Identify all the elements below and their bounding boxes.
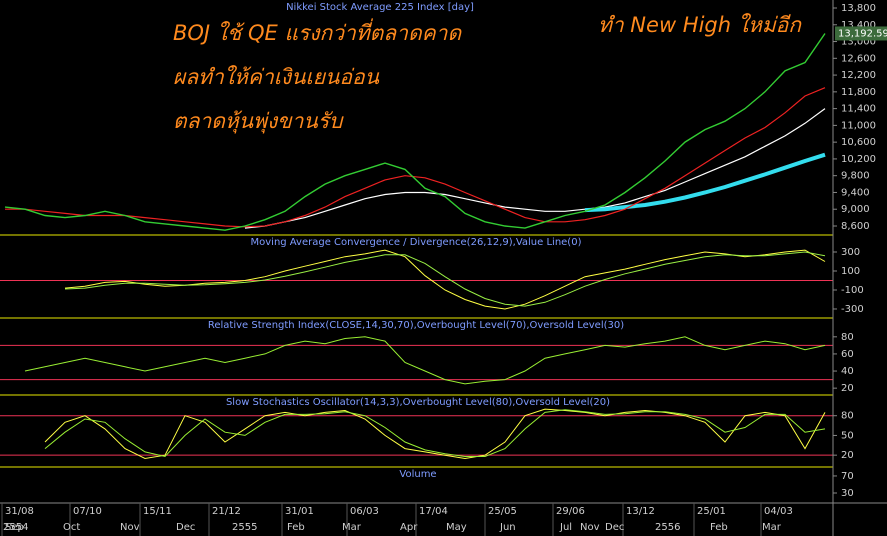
x-date-label: 15/11 <box>143 506 172 517</box>
annotation: ตลาดหุ้นพุ่งขานรับ <box>173 109 344 134</box>
x-date-label: 31/01 <box>285 506 314 517</box>
y-tick-label: 11,000 <box>841 120 876 131</box>
x-month-label: Jun <box>499 522 516 533</box>
x-month-label: Oct <box>63 522 80 533</box>
panel-title: Slow Stochastics Oscillator(14,3,3),Over… <box>226 397 610 408</box>
y-tick-label: -100 <box>841 285 864 296</box>
panel-title: Volume <box>399 469 436 480</box>
x-month-label: 2554 <box>3 522 28 533</box>
annotation: BOJ ใช้ QE แรงกว่าที่ตลาดคาด <box>173 18 462 45</box>
x-month-label: Sep <box>5 522 24 533</box>
y-tick-label: 20 <box>841 383 854 394</box>
y-tick-label: -300 <box>841 304 864 315</box>
y-tick-label: 13,400 <box>841 20 876 31</box>
x-month-label: Feb <box>287 522 305 533</box>
x-month-label: Mar <box>342 522 362 533</box>
y-tick-label: 9,800 <box>841 171 870 182</box>
y-tick-label: 80 <box>841 411 854 422</box>
x-month-label: 2556 <box>655 522 680 533</box>
x-date-label: 29/06 <box>556 506 585 517</box>
series-line <box>24 336 826 385</box>
x-month-label: May <box>446 522 467 533</box>
y-tick-label: 8,600 <box>841 221 870 232</box>
y-tick-label: 80 <box>841 332 854 343</box>
x-month-label: 2555 <box>232 522 257 533</box>
x-month-label: Nov <box>580 522 600 533</box>
y-tick-label: 11,800 <box>841 87 876 98</box>
x-date-label: 13/12 <box>626 506 655 517</box>
x-month-label: Dec <box>176 522 195 533</box>
y-tick-label: 9,400 <box>841 187 870 198</box>
x-month-label: Mar <box>762 522 782 533</box>
panel-title: Nikkei Stock Average 225 Index [day] <box>286 2 474 13</box>
x-date-label: 06/03 <box>350 506 379 517</box>
y-tick-label: 60 <box>841 349 854 360</box>
panel-title: Relative Strength Index(CLOSE,14,30,70),… <box>208 320 624 331</box>
y-tick-label: 11,400 <box>841 104 876 115</box>
series-line <box>44 409 826 458</box>
last-price-box <box>835 26 887 41</box>
x-date-label: 25/01 <box>697 506 726 517</box>
x-month-label: Nov <box>120 522 140 533</box>
series-line <box>44 408 826 460</box>
series-line <box>4 33 826 231</box>
y-tick-label: 12,600 <box>841 53 876 64</box>
last-price-label: 13,192.59 <box>838 28 887 39</box>
series-line <box>244 108 826 229</box>
y-tick-label: 70 <box>841 471 854 482</box>
y-tick-label: 13,000 <box>841 37 876 48</box>
y-tick-label: 10,200 <box>841 154 876 165</box>
x-date-label: 17/04 <box>419 506 448 517</box>
y-tick-label: 20 <box>841 450 854 461</box>
y-tick-label: 40 <box>841 366 854 377</box>
y-tick-label: 9,000 <box>841 204 870 215</box>
x-month-label: Dec <box>605 522 624 533</box>
x-month-label: Feb <box>710 522 728 533</box>
x-month-label: Apr <box>400 522 418 533</box>
y-tick-label: 50 <box>841 430 854 441</box>
x-date-label: 31/08 <box>5 506 34 517</box>
series-line <box>64 251 826 307</box>
y-tick-label: 100 <box>841 266 860 277</box>
series-line <box>5 87 826 228</box>
panel-title: Moving Average Convergence / Divergence(… <box>251 237 582 248</box>
y-tick-label: 13,800 <box>841 3 876 14</box>
x-date-label: 21/12 <box>212 506 241 517</box>
x-date-label: 07/10 <box>73 506 102 517</box>
series-line <box>584 152 826 213</box>
y-tick-label: 300 <box>841 247 860 258</box>
y-tick-label: 30 <box>841 488 854 499</box>
y-tick-label: 10,600 <box>841 137 876 148</box>
x-month-label: Jul <box>559 522 572 533</box>
annotation: ทำ New High ใหม่อีก <box>598 13 802 37</box>
x-date-label: 04/03 <box>764 506 793 517</box>
y-tick-label: 12,200 <box>841 70 876 81</box>
x-date-label: 25/05 <box>488 506 517 517</box>
annotation: ผลทำให้ค่าเงินเยนอ่อน <box>173 65 380 89</box>
